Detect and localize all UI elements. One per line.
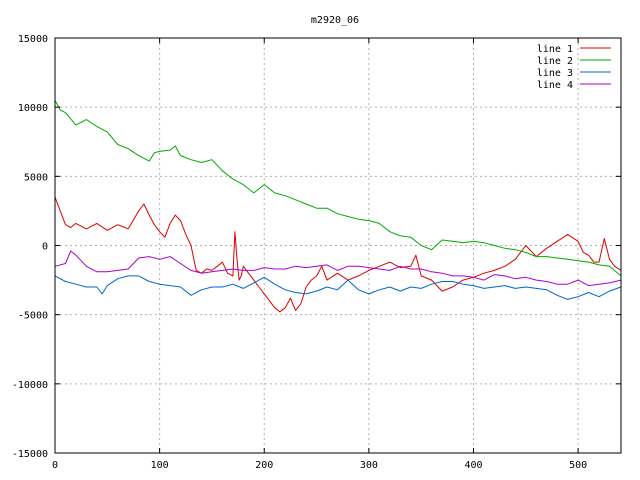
series-line-1 — [54, 196, 622, 313]
legend-label: line 2 — [537, 56, 573, 67]
y-tick-label: 5000 — [24, 172, 48, 183]
x-tick-label: 400 — [464, 460, 482, 471]
chart-title: m2920_06 — [311, 15, 359, 26]
series-line-4 — [54, 250, 622, 287]
y-tick-label: 10000 — [18, 103, 48, 114]
series-group — [54, 100, 622, 313]
y-tick-label: 0 — [42, 242, 48, 253]
y-tick-label: -15000 — [12, 449, 48, 460]
legend-label: line 1 — [537, 44, 573, 55]
x-tick-label: 0 — [52, 460, 58, 471]
grid — [55, 38, 621, 453]
x-tick-label: 500 — [569, 460, 587, 471]
x-tick-label: 200 — [255, 460, 273, 471]
y-tick-label: -5000 — [18, 311, 48, 322]
y-tick-label: -10000 — [12, 380, 48, 391]
axis-ticks: 0 100 200 300 400 500 -15000 -10000 -5000 0 5000 10… — [12, 34, 621, 471]
x-tick-label: 300 — [360, 460, 378, 471]
series-line-3 — [54, 275, 622, 300]
series-line-2 — [54, 100, 622, 277]
legend-label: line 3 — [537, 68, 573, 79]
y-tick-label: 15000 — [18, 34, 48, 45]
x-tick-label: 100 — [151, 460, 169, 471]
legend-label: line 4 — [537, 80, 573, 91]
